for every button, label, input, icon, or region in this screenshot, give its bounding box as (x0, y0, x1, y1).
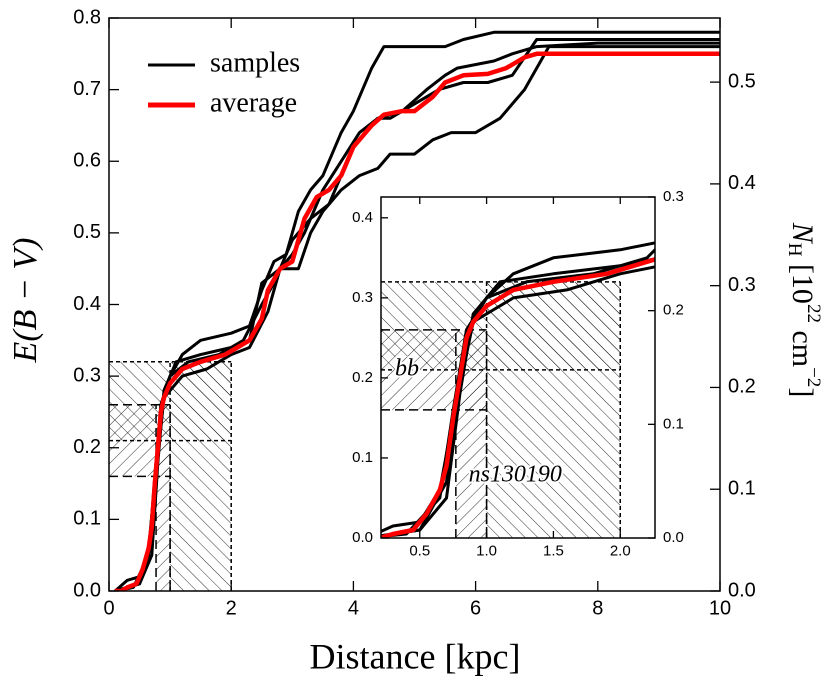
x-tick-label: 2.0 (610, 542, 631, 559)
plot-area (381, 241, 655, 538)
y2-axis-label: NH [1022 cm−2] (784, 222, 824, 398)
y-tick-label: 0.1 (73, 508, 101, 530)
y2-axis-label-part: ] (786, 387, 819, 397)
y-tick-label: 0.4 (73, 293, 101, 315)
x-axis-label: Distance [kpc] (310, 636, 521, 676)
y2-tick-label: 0.3 (728, 274, 756, 296)
x-tick-label: 4 (348, 597, 359, 619)
y-tick-label: 0.5 (73, 221, 101, 243)
plot-area (109, 30, 720, 591)
x-tick-label: 1.0 (476, 542, 497, 559)
y2-tick-label: 0.2 (663, 302, 684, 319)
sample-line (381, 247, 655, 538)
y-tick-label: 0.4 (352, 209, 373, 226)
y-tick-label: 0.0 (352, 529, 373, 546)
y2-tick-label: 0.0 (728, 579, 756, 601)
y2-tick-label: 0.3 (663, 188, 684, 205)
x-tick-label: 6 (470, 597, 481, 619)
y2-axis-label-part: cm (786, 323, 819, 367)
x-tick-label: 10 (709, 597, 731, 619)
sample-line (381, 265, 655, 538)
y-tick-label: 0.2 (73, 436, 101, 458)
y2-axis-label-part: [10 (786, 256, 819, 304)
x-tick-label: 0.5 (409, 542, 430, 559)
y-tick-label: 0.3 (73, 364, 101, 386)
sample-line (381, 257, 655, 538)
region-label: ns130190 (469, 462, 562, 488)
y2-axis-label-part: −2 (803, 367, 824, 387)
y2-tick-label: 0.5 (728, 70, 756, 92)
y2-axis-label-part: N (786, 222, 819, 245)
y2-tick-label: 0.2 (728, 376, 756, 398)
y-tick-label: 0.6 (73, 150, 101, 172)
x-tick-label: 8 (592, 597, 603, 619)
average-line (381, 257, 655, 538)
legend-label: samples (210, 47, 300, 78)
y-tick-label: 0.7 (73, 78, 101, 100)
y2-tick-label: 0.1 (728, 478, 756, 500)
region-band (486, 281, 621, 538)
y-tick-label: 0.3 (352, 289, 373, 306)
x-tick-label: 2 (226, 597, 237, 619)
y2-axis-label-part: 22 (803, 304, 824, 323)
x-tick-label: 1.5 (543, 542, 564, 559)
x-tick-label: 0 (103, 597, 114, 619)
y-axis-label: E(B − V) (7, 238, 44, 364)
y2-axis-label-part: H (784, 243, 805, 257)
region-label: bb (395, 355, 419, 381)
average-line (115, 51, 720, 591)
region-band (170, 361, 232, 591)
axes-frame (380, 196, 656, 539)
legend-label: average (210, 87, 297, 118)
y-tick-label: 0.2 (352, 369, 373, 386)
y2-tick-label: 0.1 (663, 415, 684, 432)
y2-tick-label: 0.4 (728, 172, 756, 194)
y-tick-label: 0.1 (352, 449, 373, 466)
y2-tick-label: 0.0 (663, 529, 684, 546)
y-tick-label: 0.0 (73, 579, 101, 601)
y-tick-label: 0.8 (73, 6, 101, 28)
